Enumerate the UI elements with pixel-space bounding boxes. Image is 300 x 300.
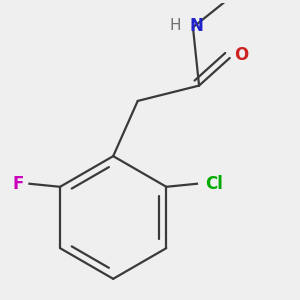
Text: F: F xyxy=(13,175,24,193)
Text: Cl: Cl xyxy=(205,175,223,193)
Text: O: O xyxy=(234,46,248,64)
Text: N: N xyxy=(189,17,203,35)
Text: H: H xyxy=(169,18,181,33)
